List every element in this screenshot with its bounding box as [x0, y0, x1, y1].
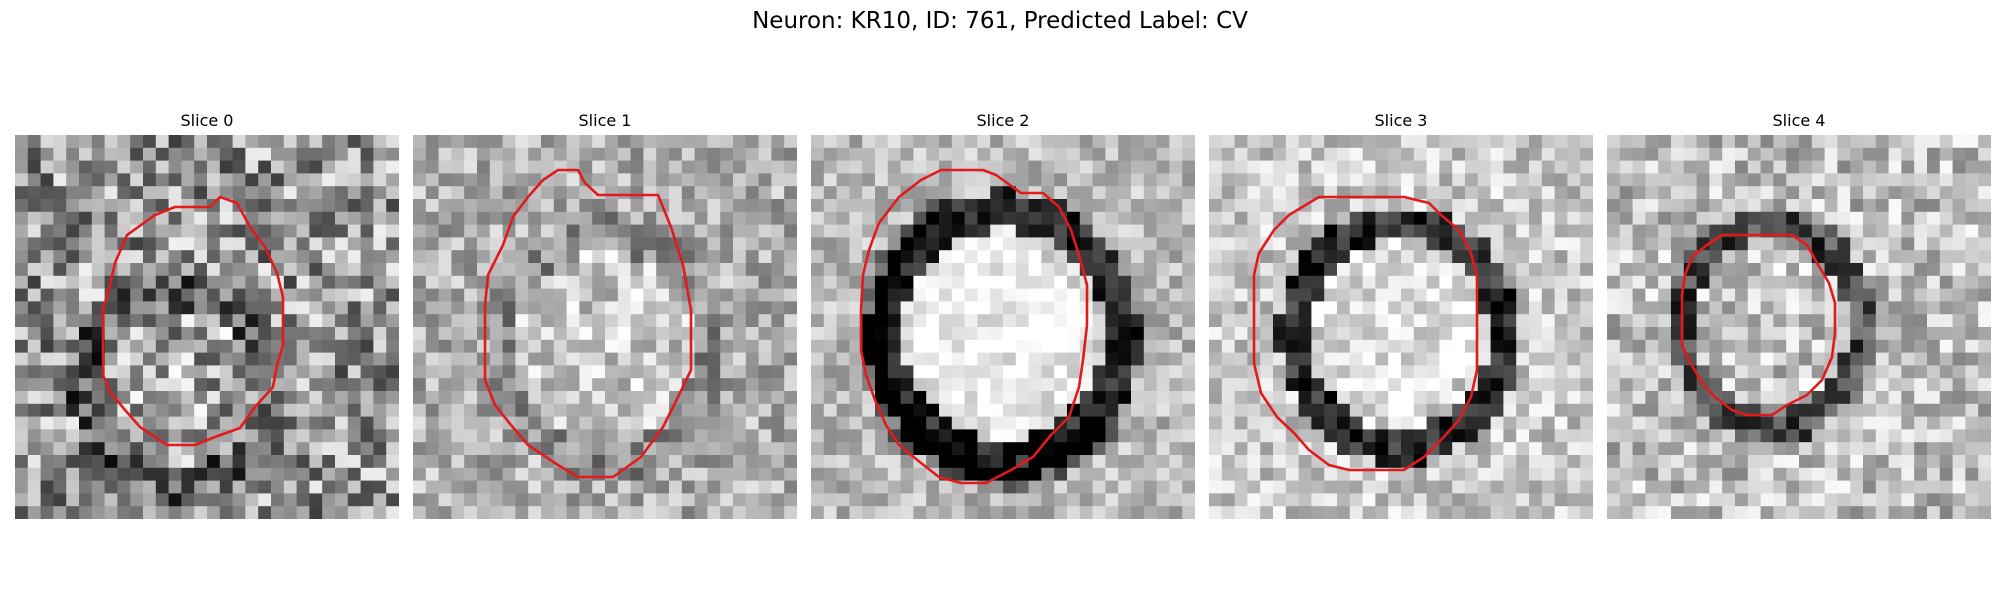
slice-panel-2: Slice 2 — [811, 110, 1195, 519]
roi-contour-2 — [859, 168, 1089, 485]
slice-image-1 — [413, 135, 797, 519]
slice-image-3 — [1209, 135, 1593, 519]
slice-pixels-2 — [811, 135, 1195, 519]
slice-image-2 — [811, 135, 1195, 519]
slice-title-2: Slice 2 — [976, 111, 1030, 130]
slice-panel-1: Slice 1 — [413, 110, 797, 519]
slice-title-0: Slice 0 — [180, 111, 234, 130]
slice-panel-3: Slice 3 — [1209, 110, 1593, 519]
slice-pixels-1 — [413, 135, 797, 519]
slice-panel-4: Slice 4 — [1607, 110, 1991, 519]
slice-title-4: Slice 4 — [1772, 111, 1826, 130]
roi-contour-4 — [1680, 233, 1837, 417]
slice-title-3: Slice 3 — [1374, 111, 1428, 130]
slice-panel-0: Slice 0 — [15, 110, 399, 519]
slice-image-4 — [1607, 135, 1991, 519]
roi-contour-3 — [1252, 195, 1479, 472]
figure-title: Neuron: KR10, ID: 761, Predicted Label: … — [752, 8, 1248, 34]
slice-image-0 — [15, 135, 399, 519]
slice-pixels-0 — [15, 135, 399, 519]
slice-pixels-4 — [1607, 135, 1991, 519]
slice-pixels-3 — [1209, 135, 1593, 519]
roi-contour-1 — [483, 168, 693, 479]
slice-title-1: Slice 1 — [578, 111, 632, 130]
roi-contour-0 — [101, 195, 285, 447]
